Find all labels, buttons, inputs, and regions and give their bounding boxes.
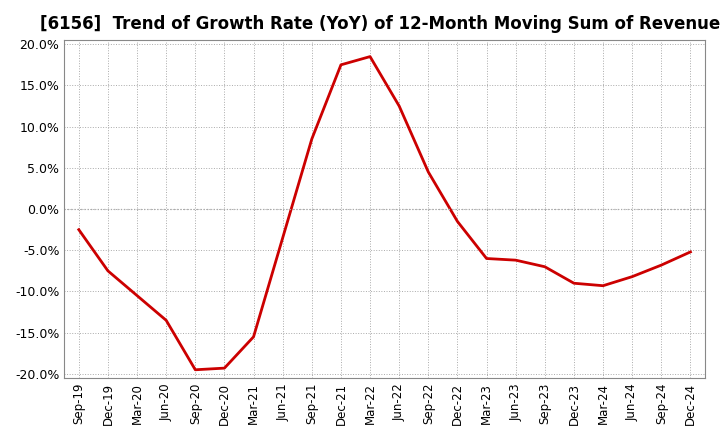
Title: [6156]  Trend of Growth Rate (YoY) of 12-Month Moving Sum of Revenues: [6156] Trend of Growth Rate (YoY) of 12-… [40, 15, 720, 33]
